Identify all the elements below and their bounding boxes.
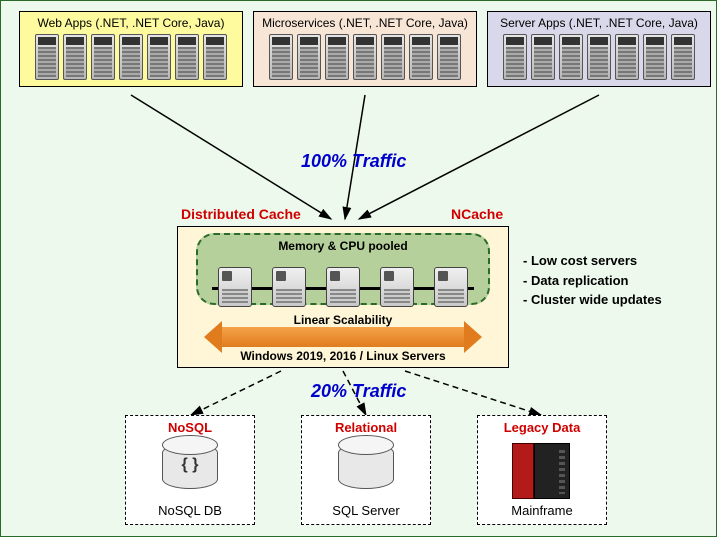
os-label: Windows 2019, 2016 / Linux Servers [178, 349, 508, 363]
db-subtitle: NoSQL DB [126, 503, 254, 518]
database-cylinder-icon: { } [162, 443, 218, 489]
server-rack-icon [35, 34, 59, 80]
server-rack-icon [119, 34, 143, 80]
cache-server-icon [380, 267, 414, 307]
server-rack-icon [203, 34, 227, 80]
cache-left-label: Distributed Cache [181, 206, 301, 222]
db-title: Legacy Data [478, 420, 606, 435]
cache-right-label: NCache [451, 206, 503, 222]
tier-title: Microservices (.NET, .NET Core, Java) [260, 16, 470, 30]
traffic-100-label: 100% Traffic [301, 151, 406, 172]
server-rack-icon [503, 34, 527, 80]
server-rack-icon [63, 34, 87, 80]
db-subtitle: SQL Server [302, 503, 430, 518]
cache-server-icon [326, 267, 360, 307]
server-rack-icon [147, 34, 171, 80]
db-subtitle: Mainframe [478, 503, 606, 518]
feature-list: - Low cost servers - Data replication - … [523, 251, 662, 310]
mainframe-icon [512, 443, 572, 499]
db-title: Relational [302, 420, 430, 435]
cache-box: Memory & CPU pooled Linear Scalability W… [177, 226, 509, 368]
server-row [494, 34, 704, 80]
traffic-20-label: 20% Traffic [311, 381, 406, 402]
tier-web: Web Apps (.NET, .NET Core, Java) [19, 11, 243, 87]
linear-scalability-label: Linear Scalability [178, 313, 508, 327]
tier-server: Server Apps (.NET, .NET Core, Java) [487, 11, 711, 87]
tier-title: Server Apps (.NET, .NET Core, Java) [494, 16, 704, 30]
feature-item: - Cluster wide updates [523, 290, 662, 310]
server-rack-icon [559, 34, 583, 80]
db-inner-text: { } [163, 456, 217, 474]
server-rack-icon [353, 34, 377, 80]
server-row [260, 34, 470, 80]
diagram-canvas: Web Apps (.NET, .NET Core, Java) Microser… [0, 0, 717, 537]
pool-label: Memory & CPU pooled [278, 239, 407, 253]
server-rack-icon [269, 34, 293, 80]
server-rack-icon [381, 34, 405, 80]
database-cylinder-icon [338, 443, 394, 489]
tier-title: Web Apps (.NET, .NET Core, Java) [26, 16, 236, 30]
feature-item: - Low cost servers [523, 251, 662, 271]
server-rack-icon [409, 34, 433, 80]
server-rack-icon [297, 34, 321, 80]
db-legacy-data: Legacy Data Mainframe [477, 415, 607, 525]
server-rack-icon [175, 34, 199, 80]
server-rack-icon [671, 34, 695, 80]
server-rack-icon [587, 34, 611, 80]
server-rack-icon [615, 34, 639, 80]
feature-item: - Data replication [523, 271, 662, 291]
cache-server-icon [272, 267, 306, 307]
tier-micro: Microservices (.NET, .NET Core, Java) [253, 11, 477, 87]
server-rack-icon [643, 34, 667, 80]
server-rack-icon [437, 34, 461, 80]
server-row [26, 34, 236, 80]
server-rack-icon [91, 34, 115, 80]
server-rack-icon [325, 34, 349, 80]
db-title: NoSQL [126, 420, 254, 435]
scalability-arrow [222, 327, 464, 347]
db-relational: Relational SQL Server [301, 415, 431, 525]
db-nosql: NoSQL { } NoSQL DB [125, 415, 255, 525]
cache-server-icon [218, 267, 252, 307]
server-rack-icon [531, 34, 555, 80]
cache-server-icon [434, 267, 468, 307]
